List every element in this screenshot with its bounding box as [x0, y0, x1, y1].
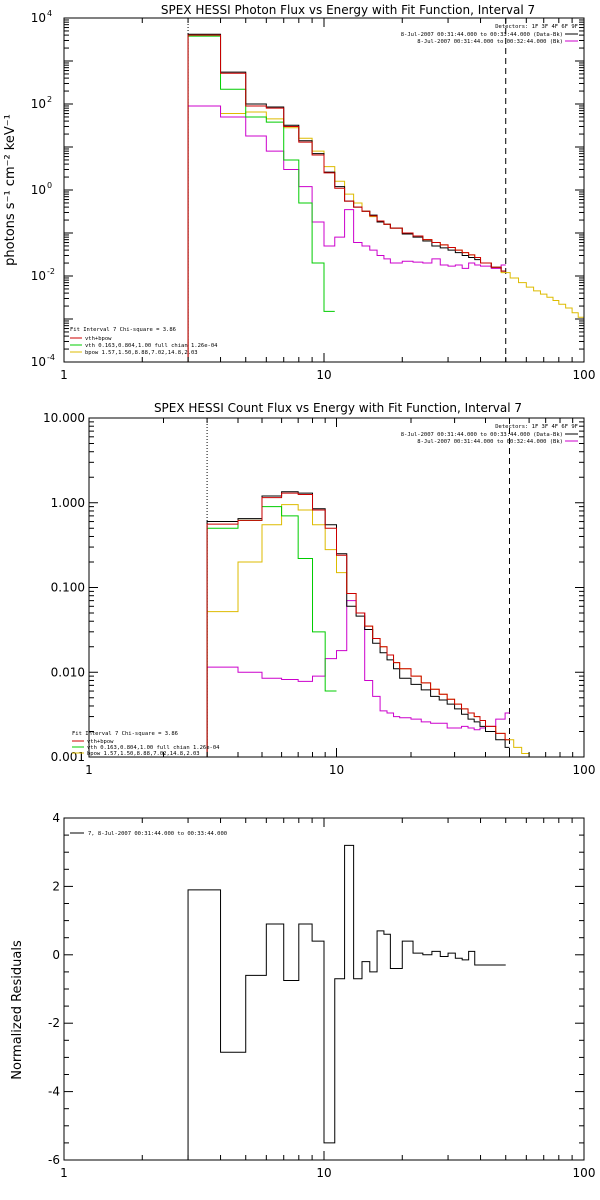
- photon-panel: SPEX HESSI Photon Flux vs Energy with Fi…: [3, 3, 595, 382]
- resid-xtick-label: 100: [573, 1166, 596, 1180]
- photon-ytick-label: 10: [31, 355, 46, 369]
- count-xtick-label: 1: [85, 763, 93, 777]
- photon-detectors-label: Detectors: 1F 3F 4F 6F 9F: [495, 24, 578, 30]
- count-legend-bpow: bpow 1.57,1.50,8.88,7.02,14.8,2.03: [87, 751, 200, 757]
- photon-ytick-label: 10: [31, 11, 46, 25]
- count-fit-header: Fit Interval 7 Chi-square = 3.86: [72, 731, 178, 737]
- photon-ylabel: photons s⁻¹ cm⁻² keV⁻¹: [3, 114, 18, 266]
- photon-series-bpow: [187, 105, 584, 362]
- photon-legend-bottom-left: Fit Interval 7 Chi-square = 3.86 vth+bpo…: [70, 327, 218, 356]
- photon-xtick-label: 1: [60, 368, 68, 382]
- count-legend-bottom-left: Fit Interval 7 Chi-square = 3.86 vth+bpo…: [72, 731, 220, 757]
- photon-ytick-label: 10: [31, 97, 46, 111]
- photon-ytick-exponent: 2: [47, 95, 52, 104]
- count-series-vth: [206, 506, 337, 757]
- photon-plot-area: [187, 18, 584, 362]
- count-plot-area: [206, 418, 543, 757]
- photon-ytick-label: 10: [31, 269, 46, 283]
- resid-ytick-label: -2: [48, 1016, 60, 1030]
- photon-series-vth: [187, 35, 335, 362]
- resid-ytick-label: 0: [52, 948, 60, 962]
- resid-series-resid: [187, 844, 506, 1160]
- photon-legend-bk: 8-Jul-2007 00:31:44.000 to 00:32:44.000 …: [417, 39, 563, 45]
- count-series-bpow: [206, 504, 543, 757]
- residuals-ticks: 1 10 100 -6 -4 -2 0 2 4: [48, 811, 595, 1180]
- residuals-panel: Normalized Residuals 1 10 100 -6 -4 -2 0 2 4 7, …: [10, 811, 595, 1180]
- count-ytick-label: 10.000: [43, 411, 85, 425]
- photon-ytick-label: 10: [31, 183, 46, 197]
- resid-ytick-label: -6: [48, 1153, 60, 1167]
- photon-fit-header: Fit Interval 7 Chi-square = 3.86: [70, 327, 176, 333]
- photon-legend-top-right: Detectors: 1F 3F 4F 6F 9F 8-Jul-2007 00:…: [401, 24, 578, 45]
- count-ticks: 1 10 100 0.001 0.010 0.100 1.000 10.000: [43, 411, 595, 777]
- count-series-background: [206, 600, 510, 757]
- resid-xtick-label: 10: [316, 1166, 331, 1180]
- residuals-legend: 7, 8-Jul-2007 00:31:44.000 to 00:33:44.0…: [70, 831, 227, 837]
- resid-ytick-label: 4: [52, 811, 60, 825]
- count-ytick-label: 0.010: [51, 665, 85, 679]
- count-legend-vth: vth 0.163,0.804,1.00 full chian 1.26e-04: [87, 745, 220, 751]
- photon-series-background: [187, 105, 506, 362]
- photon-xtick-label: 10: [316, 368, 331, 382]
- count-legend-top-right: Detectors: 1F 3F 4F 6F 9F 8-Jul-2007 00:…: [401, 424, 578, 445]
- photon-legend-model: vth+bpow: [85, 336, 112, 342]
- photon-ytick-exponent: 4: [47, 9, 52, 18]
- photon-legend-data-bk: 8-Jul-2007 00:31:44.000 to 00:33:44.000 …: [401, 32, 563, 38]
- photon-series-model: [187, 34, 506, 362]
- photon-ytick-exponent: -4: [47, 353, 55, 362]
- count-legend-data-bk: 8-Jul-2007 00:31:44.000 to 00:33:44.000 …: [401, 432, 563, 438]
- photon-legend-vth: vth 0.163,0.804,1.00 full chian 1.26e-04: [85, 343, 218, 349]
- count-ytick-label: 1.000: [51, 496, 85, 510]
- photon-ytick-exponent: -2: [47, 267, 55, 276]
- count-detectors-label: Detectors: 1F 3F 4F 6F 9F: [495, 424, 578, 430]
- photon-title: SPEX HESSI Photon Flux vs Energy with Fi…: [161, 3, 535, 17]
- photon-series-total: [187, 33, 506, 362]
- count-series-model: [206, 492, 510, 757]
- count-series-layer: [206, 418, 543, 757]
- resid-xtick-label: 1: [60, 1166, 68, 1180]
- count-panel: SPEX HESSI Count Flux vs Energy with Fit…: [43, 401, 595, 777]
- count-ytick-label: 0.001: [51, 750, 85, 764]
- count-legend-model: vth+bpow: [87, 739, 114, 745]
- count-xtick-label: 10: [329, 763, 344, 777]
- count-series-total: [206, 491, 510, 757]
- residuals-series-layer: [187, 844, 506, 1160]
- photon-series-layer: [187, 18, 584, 362]
- residuals-ylabel: Normalized Residuals: [10, 940, 25, 1080]
- resid-ytick-label: 2: [52, 879, 60, 893]
- photon-legend-bpow: bpow 1.57,1.50,8.88,7.02,14.8,2.03: [85, 350, 198, 356]
- residuals-legend-text: 7, 8-Jul-2007 00:31:44.000 to 00:33:44.0…: [88, 831, 227, 837]
- count-xtick-label: 100: [573, 763, 596, 777]
- resid-plot-area: [187, 844, 506, 1160]
- photon-xtick-label: 100: [573, 368, 596, 382]
- count-legend-bk: 8-Jul-2007 00:31:44.000 to 00:32:44.000 …: [417, 439, 563, 445]
- photon-ytick-exponent: 0: [47, 181, 52, 190]
- resid-ytick-label: -4: [48, 1085, 60, 1099]
- count-title: SPEX HESSI Count Flux vs Energy with Fit…: [154, 401, 522, 415]
- count-ytick-label: 0.100: [51, 581, 85, 595]
